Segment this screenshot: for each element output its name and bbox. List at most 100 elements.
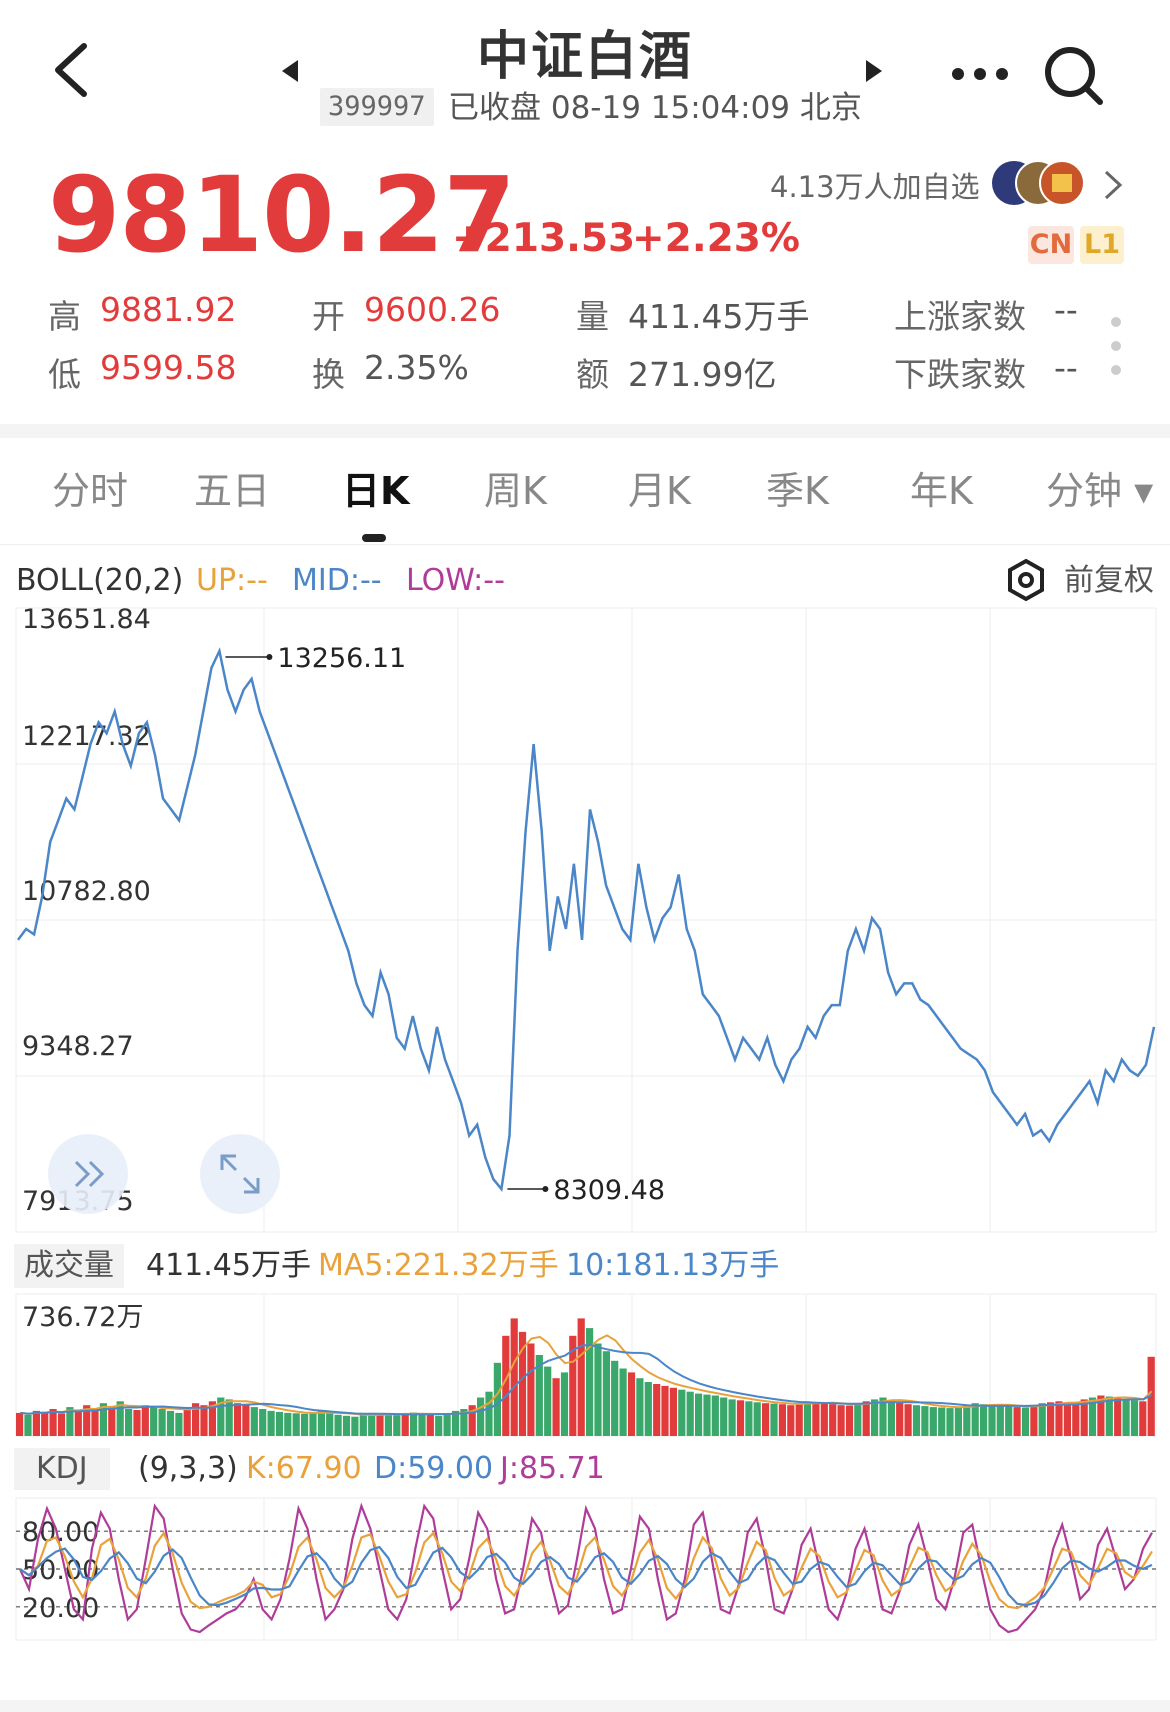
- expand-stats-icon[interactable]: [1110, 316, 1122, 376]
- chevron-right-icon[interactable]: [1102, 168, 1124, 202]
- more-icon[interactable]: [950, 66, 1010, 82]
- volume-bar: [376, 1413, 384, 1436]
- volume-bar: [544, 1366, 552, 1436]
- watcher-avatars[interactable]: [990, 158, 1086, 208]
- volume-bar: [351, 1416, 359, 1436]
- up-count-label: 上涨家数: [894, 297, 1026, 336]
- volume-bar: [996, 1405, 1004, 1436]
- volume-bar: [686, 1391, 694, 1436]
- volume-bar: [560, 1372, 569, 1436]
- volume-axis-max: 736.72万: [22, 1302, 143, 1333]
- volume-bar: [904, 1404, 912, 1436]
- volume-bar: [49, 1409, 57, 1436]
- watchlist-count[interactable]: 4.13万人加自选: [770, 170, 980, 204]
- volume-bar: [83, 1405, 91, 1436]
- volume-bar: [586, 1328, 594, 1436]
- kdj-level-label: 80.00: [22, 1517, 99, 1548]
- high-marker-dot: [266, 654, 273, 661]
- volume-bar: [636, 1378, 644, 1436]
- fast-forward-icon: [74, 1160, 105, 1188]
- volume-bar: [510, 1318, 518, 1436]
- volume-bar: [418, 1413, 426, 1436]
- tab-3[interactable]: 周K: [484, 469, 547, 513]
- volume-bar: [57, 1413, 66, 1436]
- tab-5[interactable]: 季K: [766, 469, 829, 513]
- volume-ma5: MA5:221.32万手: [318, 1248, 559, 1283]
- volume-bar: [435, 1415, 443, 1436]
- volume-bar: [812, 1402, 820, 1436]
- volume-bar: [326, 1411, 334, 1436]
- low-label: 低: [48, 355, 81, 394]
- kdj-tag[interactable]: KDJ: [14, 1448, 110, 1490]
- volume-bar: [32, 1410, 40, 1436]
- tab-1[interactable]: 五日: [194, 469, 271, 513]
- kdj-k-line: [19, 1530, 1153, 1610]
- volume-bar: [485, 1391, 493, 1436]
- back-arrow-icon[interactable]: [48, 40, 108, 100]
- volume-bar: [1105, 1396, 1113, 1436]
- volume-label: 量: [576, 297, 609, 336]
- volume-bar: [502, 1335, 510, 1436]
- volume-bar: [275, 1411, 284, 1436]
- volume-bar: [250, 1407, 258, 1436]
- volume-bar: [24, 1414, 32, 1436]
- adjustment-toggle[interactable]: 前复权: [1064, 563, 1154, 598]
- volume-ma10: 10:181.13万手: [566, 1248, 780, 1283]
- volume-bar: [259, 1409, 267, 1436]
- volume-bar: [711, 1395, 719, 1436]
- volume-bar: [359, 1414, 367, 1436]
- volume-bar: [309, 1412, 317, 1436]
- high-annotation: 13256.11: [277, 643, 406, 674]
- search-icon[interactable]: [1040, 42, 1108, 110]
- volume-bar: [594, 1343, 602, 1436]
- volume-bar: [1021, 1407, 1030, 1436]
- low-marker-dot: [542, 1186, 549, 1193]
- tab-6[interactable]: 年K: [910, 469, 973, 513]
- next-index-icon[interactable]: [866, 60, 882, 82]
- tab-2[interactable]: 日K: [342, 469, 410, 513]
- l1-badge: L1: [1080, 226, 1124, 264]
- fullscreen-button[interactable]: [200, 1134, 280, 1214]
- volume-bar: [871, 1399, 879, 1436]
- tab-7[interactable]: 分钟 ▾: [1046, 469, 1154, 513]
- volume-bar: [1088, 1397, 1097, 1436]
- volume-bar: [854, 1403, 862, 1436]
- volume-bar: [451, 1410, 460, 1436]
- volume-bar: [1030, 1405, 1038, 1436]
- volume-bar: [108, 1407, 116, 1436]
- volume-bar: [133, 1410, 141, 1436]
- volume-bar: [770, 1403, 778, 1436]
- volume-bar: [125, 1409, 133, 1436]
- volume-bar: [1130, 1400, 1139, 1436]
- volume-bar: [1013, 1407, 1021, 1436]
- volume-bar: [644, 1382, 652, 1436]
- settings-icon[interactable]: [1006, 558, 1046, 602]
- volume-bar: [1147, 1356, 1155, 1436]
- volume-bar: [946, 1408, 954, 1436]
- volume-bar: [535, 1355, 543, 1436]
- volume-bar: [569, 1335, 577, 1436]
- price-line: [16, 647, 1156, 1192]
- volume-bar: [627, 1372, 636, 1436]
- kline-chart[interactable]: 13651.8412217.3210782.809348.277913.7513…: [0, 600, 1170, 1650]
- volume-bar: [401, 1413, 409, 1436]
- volume-bar: [150, 1407, 158, 1436]
- kdj-level-label: 20.00: [22, 1593, 99, 1624]
- volume-bar: [720, 1397, 728, 1436]
- volume-bar: [267, 1410, 275, 1436]
- volume-bar: [837, 1405, 845, 1436]
- tab-4[interactable]: 月K: [628, 469, 691, 513]
- volume-bar: [661, 1385, 669, 1436]
- volume-bar: [192, 1403, 200, 1436]
- volume-bar: [166, 1410, 175, 1436]
- volume-bar: [577, 1318, 585, 1436]
- tab-0[interactable]: 分时: [52, 469, 129, 513]
- kdj-params: (9,3,3): [138, 1451, 238, 1486]
- volume-bar: [183, 1407, 191, 1436]
- volume-bar: [74, 1410, 82, 1436]
- low-value: 9599.58: [100, 348, 237, 387]
- boll-label[interactable]: BOLL(20,2): [16, 563, 184, 598]
- volume-tag[interactable]: 成交量: [14, 1244, 124, 1288]
- previous-index-icon[interactable]: [282, 60, 298, 82]
- amount-value: 271.99亿: [628, 355, 777, 394]
